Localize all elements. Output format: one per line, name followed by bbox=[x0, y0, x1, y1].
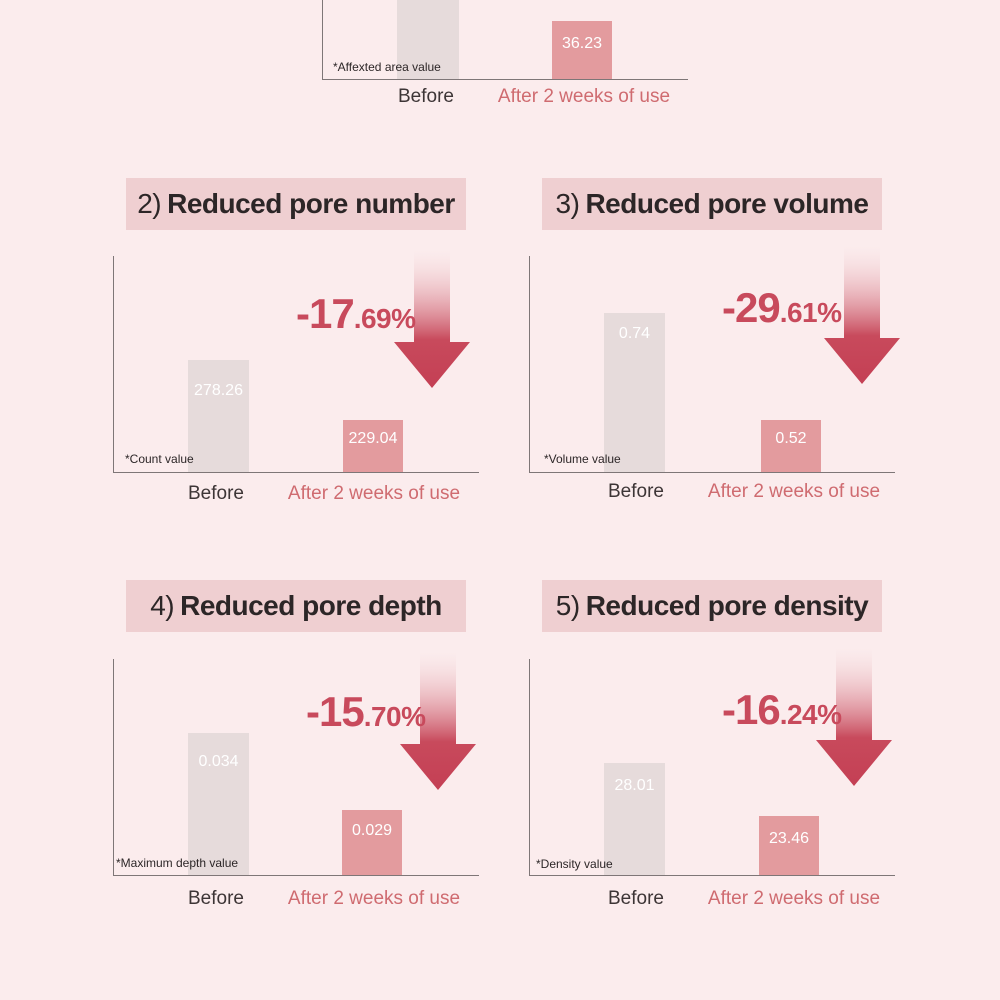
percent-change-integer: -16 bbox=[722, 686, 781, 733]
chart-title-text: Reduced pore depth bbox=[180, 590, 442, 621]
bar-before: 28.01 bbox=[604, 763, 665, 875]
bar-value-label: 229.04 bbox=[348, 430, 398, 447]
chart-title-pore-density: 5) Reduced pore density bbox=[542, 580, 882, 632]
category-label-before: Before bbox=[608, 481, 664, 502]
category-label-before: Before bbox=[188, 483, 244, 504]
percent-change-decimal: .61% bbox=[779, 297, 842, 328]
down-arrow-icon bbox=[400, 652, 476, 790]
x-axis bbox=[113, 472, 479, 473]
y-axis bbox=[529, 659, 530, 875]
bar-after: 0.52 bbox=[761, 420, 821, 472]
bar-after: 0.029 bbox=[342, 810, 402, 875]
top-chart-bar-after: 36.23 bbox=[552, 21, 612, 79]
percent-change-decimal: .70% bbox=[363, 701, 426, 732]
bar-before: 0.74 bbox=[604, 313, 665, 472]
category-label-after: After 2 weeks of use bbox=[707, 481, 881, 502]
x-axis bbox=[113, 875, 479, 876]
percent-change: -15.70% bbox=[306, 688, 426, 736]
top-chart-note: *Affexted area value bbox=[333, 60, 441, 74]
category-label-after: After 2 weeks of use bbox=[287, 483, 461, 504]
top-chart-x-axis bbox=[322, 79, 688, 80]
down-arrow-icon bbox=[816, 648, 892, 786]
chart-title-text: Reduced pore volume bbox=[585, 188, 869, 219]
chart-title-text: Reduced pore density bbox=[585, 590, 869, 621]
percent-change-decimal: .69% bbox=[353, 303, 416, 334]
chart-note: *Maximum depth value bbox=[116, 856, 239, 870]
category-label-after: After 2 weeks of use bbox=[287, 888, 461, 909]
down-arrow-shape bbox=[400, 652, 476, 790]
chart-note: *Count value bbox=[125, 452, 194, 466]
bar-value-label: 278.26 bbox=[194, 382, 243, 399]
top-chart-bar-after-label: 36.23 bbox=[561, 35, 603, 52]
down-arrow-shape bbox=[394, 250, 470, 388]
chart-title-number: 3) bbox=[555, 188, 580, 219]
top-chart-y-axis bbox=[322, 0, 323, 80]
down-arrow-icon bbox=[824, 246, 900, 384]
percent-change-integer: -15 bbox=[306, 688, 365, 735]
chart-title-number: 4) bbox=[150, 590, 175, 621]
chart-title-pore-number: 2) Reduced pore number bbox=[126, 178, 466, 230]
chart-title-pore-depth: 4) Reduced pore depth bbox=[126, 580, 466, 632]
top-chart-category-before: Before bbox=[398, 86, 454, 107]
percent-change: -29.61% bbox=[722, 284, 842, 332]
chart-title-number: 5) bbox=[555, 590, 580, 621]
top-chart-bar-before bbox=[397, 0, 459, 79]
bar-value-label: 0.74 bbox=[618, 325, 651, 342]
percent-change-integer: -17 bbox=[296, 290, 355, 337]
bar-value-label: 0.034 bbox=[198, 753, 239, 770]
bar-value-label: 0.52 bbox=[775, 430, 807, 447]
y-axis bbox=[529, 256, 530, 472]
percent-change-integer: -29 bbox=[722, 284, 781, 331]
y-axis bbox=[113, 659, 114, 875]
bar-value-label: 23.46 bbox=[768, 830, 810, 847]
chart-title-number: 2) bbox=[137, 188, 162, 219]
x-axis bbox=[529, 472, 895, 473]
percent-change-decimal: .24% bbox=[779, 699, 842, 730]
x-axis bbox=[529, 875, 895, 876]
bar-before: 278.26 bbox=[188, 360, 249, 472]
down-arrow-shape bbox=[824, 246, 900, 384]
down-arrow-shape bbox=[816, 648, 892, 786]
chart-note: *Density value bbox=[536, 857, 613, 871]
bar-after: 23.46 bbox=[759, 816, 819, 875]
bar-value-label: 28.01 bbox=[614, 777, 655, 794]
chart-title-text: Reduced pore number bbox=[167, 188, 455, 219]
top-chart-category-after: After 2 weeks of use bbox=[497, 86, 671, 107]
bar-value-label: 0.029 bbox=[351, 822, 393, 839]
category-label-before: Before bbox=[608, 888, 664, 909]
category-label-after: After 2 weeks of use bbox=[707, 888, 881, 909]
category-label-before: Before bbox=[188, 888, 244, 909]
percent-change: -17.69% bbox=[296, 290, 416, 338]
bar-before: 0.034 bbox=[188, 733, 249, 875]
bar-after: 229.04 bbox=[343, 420, 403, 472]
chart-title-pore-volume: 3) Reduced pore volume bbox=[542, 178, 882, 230]
y-axis bbox=[113, 256, 114, 472]
down-arrow-icon bbox=[394, 250, 470, 388]
chart-note: *Volume value bbox=[544, 452, 621, 466]
percent-change: -16.24% bbox=[722, 686, 842, 734]
